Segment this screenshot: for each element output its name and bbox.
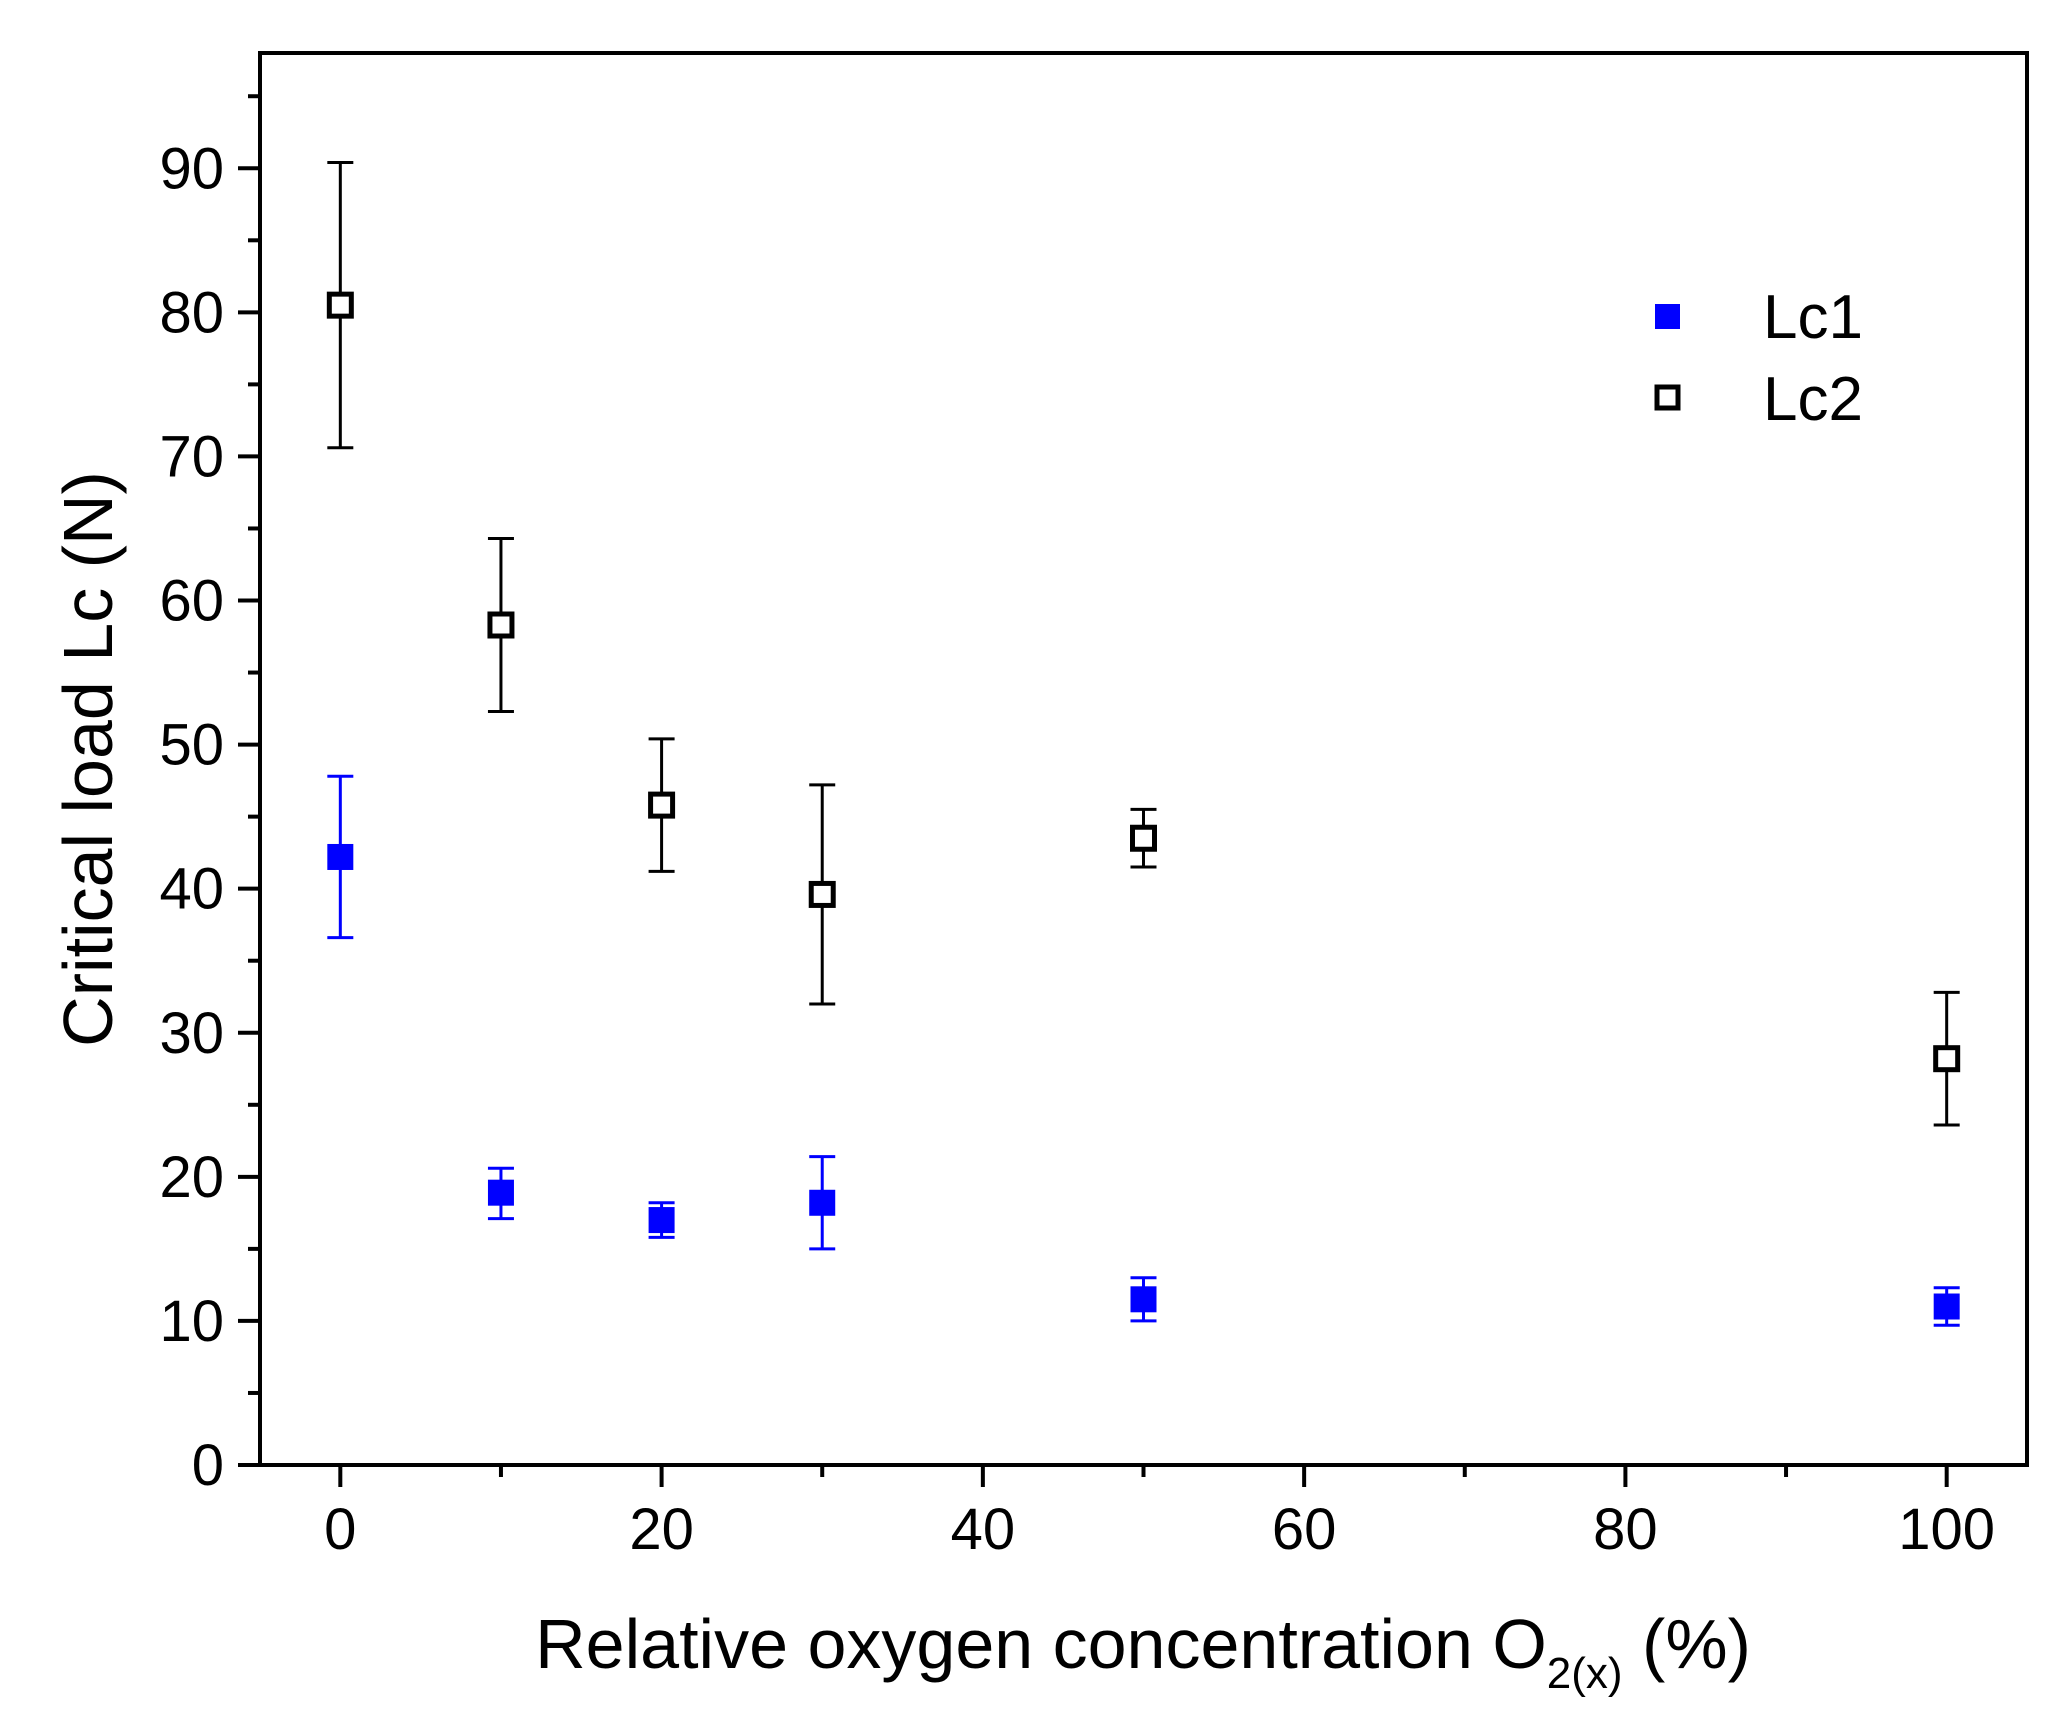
data-point <box>1130 1286 1157 1313</box>
data-point <box>1933 1045 1961 1073</box>
x-tick-label: 80 <box>1593 1497 1658 1562</box>
y-tick-label: 30 <box>159 1001 224 1066</box>
y-tick-label: 70 <box>159 424 224 489</box>
x-axis-title-tail: (%) <box>1623 1605 1751 1683</box>
data-point <box>487 611 515 639</box>
x-tick-label: 0 <box>324 1497 356 1562</box>
data-point <box>326 291 354 319</box>
legend: Lc1 Lc2 <box>1654 283 1863 434</box>
legend-label-lc2: Lc2 <box>1763 365 1863 434</box>
data-point <box>1933 1293 1960 1320</box>
y-tick-label: 40 <box>159 857 224 922</box>
x-tick-label: 20 <box>629 1497 694 1562</box>
legend-marker-lc2 <box>1654 384 1681 411</box>
y-tick-label: 80 <box>159 280 224 345</box>
series-lc1 <box>327 774 1960 1327</box>
x-axis-title-subscript: 2(x) <box>1547 1649 1623 1698</box>
legend-label-lc1: Lc1 <box>1763 283 1863 352</box>
x-axis-title: Relative oxygen concentration O2(x) (%) <box>535 1605 1751 1698</box>
series-lc2 <box>326 161 1961 1127</box>
data-point <box>808 880 836 908</box>
x-tick-label: 40 <box>951 1497 1016 1562</box>
x-tick-label: 60 <box>1272 1497 1337 1562</box>
y-tick-label: 0 <box>192 1433 224 1498</box>
data-point <box>648 791 676 819</box>
y-tick-label: 10 <box>159 1289 224 1354</box>
x-axis-title-main: Relative oxygen concentration O <box>535 1605 1547 1683</box>
y-tick-label: 60 <box>159 569 224 634</box>
x-tick-label: 100 <box>1898 1497 1995 1562</box>
y-tick-label: 20 <box>159 1145 224 1210</box>
data-point <box>327 843 354 870</box>
legend-marker-lc1 <box>1655 304 1680 329</box>
data-point <box>487 1179 514 1206</box>
y-axis-title: Critical load Lc (N) <box>49 471 127 1047</box>
y-tick-label: 50 <box>159 713 224 778</box>
data-point <box>1130 824 1157 852</box>
data-point <box>648 1207 675 1234</box>
data-point <box>809 1189 836 1216</box>
y-tick-label: 90 <box>159 136 224 201</box>
